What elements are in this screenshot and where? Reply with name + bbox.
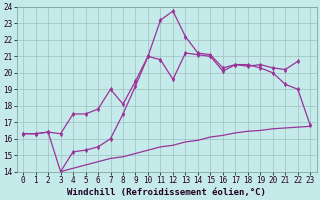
X-axis label: Windchill (Refroidissement éolien,°C): Windchill (Refroidissement éolien,°C) [67, 188, 266, 197]
